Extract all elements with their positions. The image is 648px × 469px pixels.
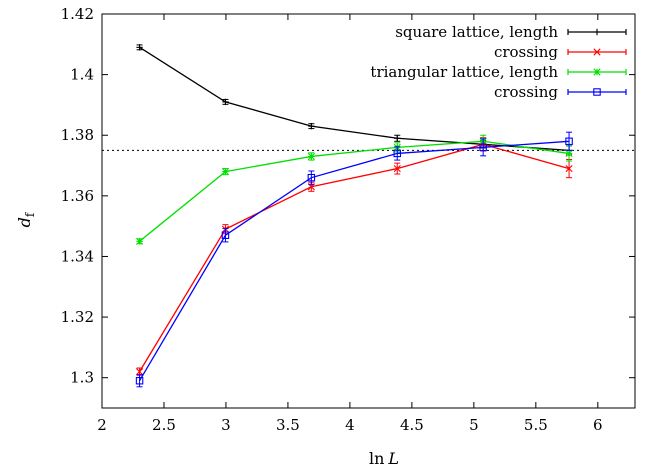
x-tick-label: 5.5 <box>524 416 548 434</box>
data-point <box>221 231 230 239</box>
error-bar <box>222 228 229 243</box>
error-bar <box>566 131 573 151</box>
legend-swatch <box>567 89 627 95</box>
plot-frame <box>101 13 636 409</box>
legend-label: triangular lattice, length <box>370 63 558 81</box>
series-4 <box>135 131 573 388</box>
y-tick-label: 1.36 <box>61 187 94 205</box>
data-point <box>308 122 315 130</box>
data-point <box>393 164 401 173</box>
y-tick-labels: 1.3 1.32 1.34 1.36 1.38 1.4 1.42 <box>61 5 94 387</box>
y-tick-label: 1.38 <box>61 126 94 144</box>
data-point <box>394 135 401 142</box>
series-line <box>139 46 570 152</box>
data-point <box>479 143 487 152</box>
data-point <box>307 152 315 161</box>
data-point <box>393 149 402 158</box>
legend-item: square lattice, length <box>395 23 627 41</box>
x-axis-label-fn: ln <box>369 449 384 468</box>
legend-item: crossing <box>494 83 627 101</box>
legend-label: crossing <box>494 43 558 61</box>
error-bar <box>480 138 487 157</box>
y-axis-label-var: d <box>15 217 34 227</box>
y-tick-label: 1.32 <box>61 308 94 326</box>
legend: square lattice, length crossing triangular… <box>370 23 627 101</box>
x-tick-label: 2.5 <box>152 416 176 434</box>
series-line <box>139 143 570 372</box>
legend-label: square lattice, length <box>395 23 558 41</box>
tick-marks <box>101 13 635 408</box>
y-tick-label: 1.34 <box>61 247 94 265</box>
data-point <box>136 44 143 51</box>
data-point <box>222 98 229 106</box>
y-axis-label: df <box>15 211 37 227</box>
error-bar <box>136 374 143 388</box>
error-bar <box>308 170 315 185</box>
x-tick-label: 5 <box>469 416 479 434</box>
series-line <box>139 140 570 382</box>
legend-item: triangular lattice, length <box>370 63 627 81</box>
data-point <box>135 368 144 376</box>
data-point <box>135 237 144 245</box>
x-axis-label: ln L <box>369 449 399 468</box>
data-point <box>565 149 573 158</box>
series-3 <box>135 134 573 245</box>
y-tick-label: 1.3 <box>70 369 94 387</box>
x-tick-label: 3 <box>221 416 231 434</box>
error-bar <box>394 146 401 161</box>
data-point <box>593 88 601 96</box>
x-tick-label: 3.5 <box>276 416 300 434</box>
data-point <box>593 48 601 56</box>
legend-label: crossing <box>494 83 558 101</box>
y-tick-label: 1.42 <box>61 5 94 23</box>
plot-series <box>135 44 573 388</box>
x-tick-label: 6 <box>593 416 603 434</box>
data-point <box>565 137 573 146</box>
data-point <box>565 164 573 173</box>
x-tick-label: 4 <box>345 416 355 434</box>
x-tick-label: 2 <box>97 416 107 434</box>
data-point <box>593 28 601 36</box>
data-point <box>593 68 601 76</box>
data-point <box>307 173 316 182</box>
data-point <box>135 376 144 385</box>
legend-item: crossing <box>494 43 627 61</box>
y-axis-label-sub: f <box>23 211 37 217</box>
y-tick-label: 1.4 <box>70 66 94 84</box>
data-point <box>221 168 230 176</box>
series-2 <box>135 137 573 376</box>
series-line <box>139 140 570 242</box>
x-tick-labels: 2 2.5 3 3.5 4 4.5 5 5.5 6 <box>97 416 602 434</box>
x-tick-label: 4.5 <box>400 416 424 434</box>
x-axis-label-var: L <box>387 449 399 468</box>
